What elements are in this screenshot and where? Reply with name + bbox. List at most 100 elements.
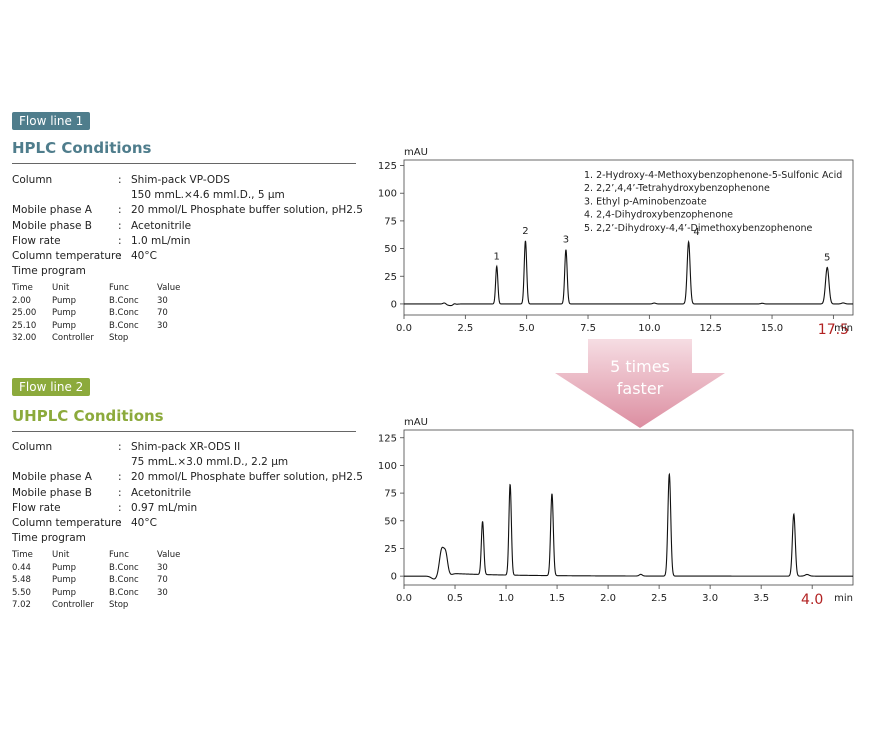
- x-tick-label: 1.0: [498, 593, 514, 604]
- condition-row: Mobile phase B: Acetonitrile: [12, 219, 362, 234]
- y-tick-label: 125: [378, 433, 397, 444]
- hplc-title-rule: [12, 163, 356, 164]
- x-tick-label: 0.5: [447, 593, 463, 604]
- uhplc-title-rule: [12, 431, 356, 432]
- condition-colon: :: [118, 501, 122, 514]
- condition-row: 75 mmL.×3.0 mmI.D., 2.2 µm: [12, 455, 362, 470]
- y-tick-label: 125: [378, 161, 397, 172]
- time-program-header-cell: Func: [109, 283, 129, 293]
- plot-frame: [403, 159, 854, 316]
- y-axis-label: mAU: [404, 147, 428, 158]
- condition-label: Time program: [12, 532, 86, 545]
- condition-label: Column: [12, 174, 53, 186]
- time-program-cell: 5.50: [12, 587, 31, 598]
- y-tick-label: 0: [391, 299, 397, 310]
- time-program-cell: B.Conc: [109, 575, 139, 585]
- x-tick-label: 2.5: [457, 323, 473, 334]
- legend-entry: 1. 2-Hydroxy-4-Methoxybenzophenone-5-Sul…: [584, 170, 842, 181]
- uhplc-chromatogram: 0 25 50 75 100 125 mAU 0.0 0.5 1.0 1.5 2.0 2.5 3.0 3.5…: [378, 417, 854, 608]
- time-program-header-cell: Unit: [52, 550, 70, 560]
- condition-label: Mobile phase B: [12, 219, 93, 232]
- condition-row: Column: Shim-pack VP-ODS: [12, 173, 362, 188]
- x-tick-label: 3.5: [753, 593, 769, 604]
- condition-row: Time program: [12, 264, 362, 279]
- x-axis-label: min: [834, 593, 853, 604]
- x-tick-label: 5.0: [519, 323, 535, 334]
- y-tick-label: 50: [384, 516, 397, 527]
- uhplc-conditions-title: UHPLC Conditions: [12, 407, 164, 425]
- x-tick-label: 3.0: [702, 593, 718, 604]
- condition-colon: :: [118, 486, 122, 499]
- highlight-time-label: 17.5: [818, 322, 849, 338]
- time-program-cell: 70: [157, 308, 168, 318]
- condition-value: 20 mmol/L Phosphate buffer solution, pH2…: [131, 471, 363, 484]
- hplc-conditions-title: HPLC Conditions: [12, 139, 152, 157]
- condition-colon: :: [118, 471, 122, 484]
- time-program-cell: Pump: [52, 562, 77, 573]
- condition-row: Mobile phase A:20 mmol/L Phosphate buffe…: [12, 203, 363, 218]
- x-tick-label: 15.0: [761, 323, 783, 334]
- time-program-cell: B.Conc: [109, 320, 139, 331]
- condition-row: Time program: [12, 531, 362, 546]
- condition-value: Acetonitrile: [131, 219, 192, 232]
- y-tick-label: 75: [384, 216, 397, 227]
- peak-label: 4: [693, 227, 699, 238]
- time-program-header-cell: Unit: [52, 283, 70, 293]
- speedup-arrow: 5 times faster: [555, 339, 725, 428]
- y-tick-label: 25: [384, 544, 397, 555]
- peak-label: 5: [824, 252, 830, 263]
- x-tick-label: 2.5: [651, 593, 667, 604]
- condition-label: Mobile phase A: [12, 204, 92, 217]
- x-tick-label: 0.0: [396, 323, 412, 334]
- time-program-header-cell: Time: [12, 550, 33, 560]
- chromatogram-trace: [404, 472, 853, 580]
- condition-colon: :: [118, 234, 122, 247]
- condition-label: Mobile phase A: [12, 471, 92, 484]
- time-program-cell: 30: [157, 295, 168, 306]
- condition-row: Flow rate:1.0 mL/min: [12, 234, 362, 249]
- x-tick-label: 2.0: [600, 593, 616, 604]
- condition-row: Flow rate:0.97 mL/min: [12, 501, 362, 516]
- time-program-header-cell: Time: [12, 283, 33, 293]
- time-program-header-cell: Func: [109, 550, 129, 560]
- y-tick-label: 75: [384, 489, 397, 500]
- condition-value: 20 mmol/L Phosphate buffer solution, pH2…: [131, 204, 363, 217]
- x-tick-label: 10.0: [638, 323, 660, 334]
- condition-label: Time program: [12, 265, 86, 278]
- time-program-cell: B.Conc: [109, 562, 139, 573]
- time-program-cell: Stop: [109, 333, 129, 343]
- chromatogram-trace: [404, 239, 853, 307]
- condition-label: Column temperature: [12, 249, 122, 262]
- flow-line-1-badge: Flow line 1: [12, 112, 91, 130]
- time-program-cell: Controller: [52, 333, 94, 343]
- time-program-cell: Pump: [52, 575, 77, 585]
- flow-line-2-badge: Flow line 2: [12, 378, 91, 396]
- condition-row: 150 mmL.×4.6 mmI.D., 5 µm: [12, 188, 362, 203]
- condition-label: Column temperature: [12, 516, 122, 529]
- condition-value: 150 mmL.×4.6 mmI.D., 5 µm: [131, 189, 285, 202]
- speedup-arrow-shape: [555, 339, 725, 428]
- y-axis-label: mAU: [404, 417, 428, 428]
- condition-label: Mobile phase B: [12, 486, 93, 499]
- peak-label: 3: [563, 235, 569, 246]
- y-tick-label: 0: [391, 572, 397, 583]
- legend-entry: 3. Ethyl p-Aminobenzoate: [584, 196, 707, 207]
- time-program-cell: 30: [157, 587, 168, 598]
- condition-row: Mobile phase A:20 mmol/L Phosphate buffe…: [12, 470, 363, 485]
- y-tick-label: 100: [378, 461, 397, 472]
- time-program-cell: 5.48: [12, 575, 31, 585]
- time-program-cell: 25.10: [12, 320, 37, 331]
- peak-label: 1: [494, 251, 500, 262]
- time-program-header-cell: Value: [157, 283, 181, 293]
- legend-entry: 5. 2,2’-Dihydroxy-4,4’-Dimethoxybenzophe…: [584, 223, 813, 234]
- condition-colon: :: [118, 174, 122, 186]
- condition-value: Shim-pack VP-ODS: [131, 174, 230, 186]
- condition-value: Acetonitrile: [131, 486, 192, 499]
- time-program-cell: B.Conc: [109, 587, 139, 598]
- plot-frame: [403, 429, 854, 586]
- condition-row: Column: Shim-pack XR-ODS II: [12, 440, 362, 455]
- condition-row: Mobile phase B: Acetonitrile: [12, 486, 362, 501]
- condition-colon: :: [118, 204, 122, 217]
